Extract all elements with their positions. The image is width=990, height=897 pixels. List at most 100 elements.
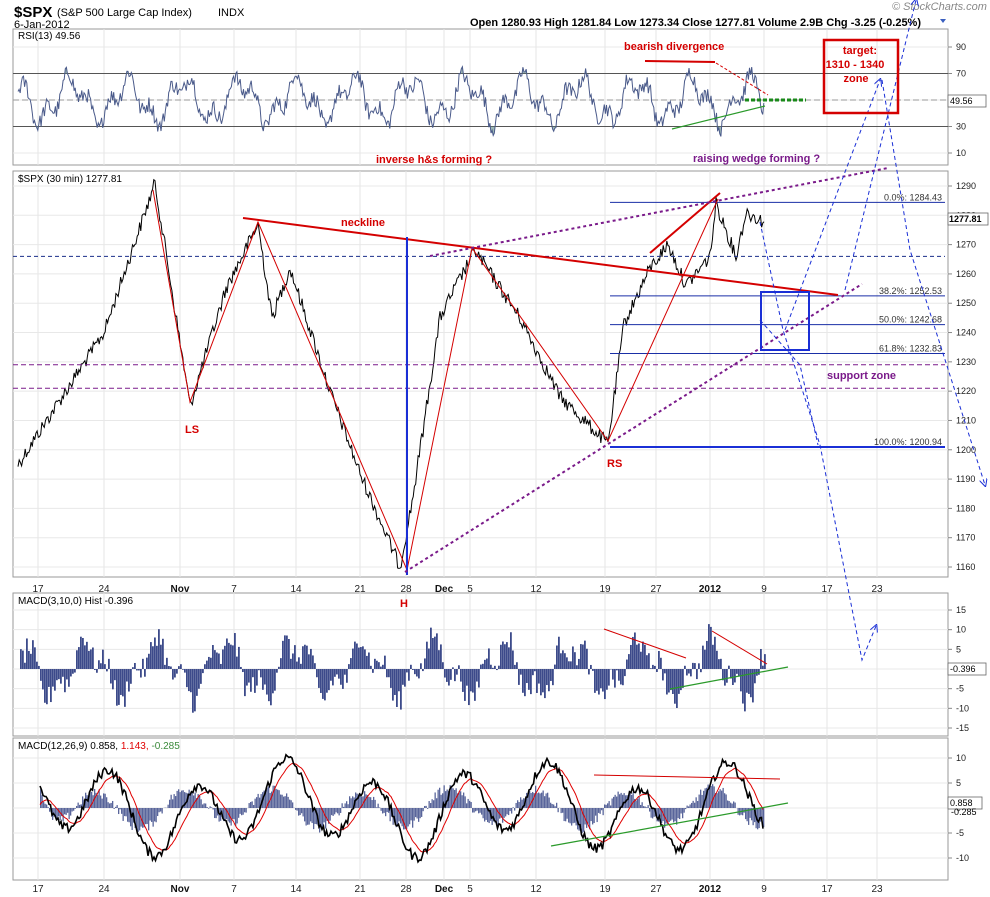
- hist-bar: [468, 669, 470, 706]
- hist-bar: [254, 669, 256, 693]
- hist-bar: [376, 660, 378, 669]
- x-tick-label: 24: [98, 584, 110, 595]
- macd-hist-bar: [638, 796, 640, 808]
- hist-green-line: [669, 666, 789, 690]
- macd-hist-bar: [304, 808, 306, 822]
- macd-hist-bar: [107, 802, 109, 808]
- target-box: [822, 38, 900, 115]
- hist-bar: [158, 629, 160, 669]
- inverse-hs-text: inverse h&s forming ?: [376, 154, 492, 166]
- macd-hist-bar: [539, 793, 541, 808]
- x-tick-label-bottom: 5: [467, 884, 473, 895]
- macd-hist-bar: [433, 800, 435, 808]
- macd-hist-bar: [182, 790, 184, 808]
- rsi-series: [17, 65, 765, 138]
- macd-hist-bar: [43, 801, 45, 808]
- x-tick-label: 27: [650, 584, 662, 595]
- hist-bar: [366, 655, 368, 669]
- macd-hist-bar: [64, 808, 66, 815]
- x-tick-label: 14: [290, 584, 302, 595]
- hist-bar: [374, 658, 376, 669]
- macd-y-tick-label: 5: [956, 778, 961, 788]
- macd-hist-label: MACD(3,10,0) Hist -0.396: [18, 596, 133, 607]
- macd-hist-bar: [268, 786, 270, 808]
- hist-bar: [322, 669, 324, 699]
- macd-hist-bar: [103, 793, 105, 808]
- macd-hist-bar: [202, 804, 204, 808]
- price-series: [17, 178, 765, 569]
- macd-hist-bar: [337, 808, 339, 814]
- macd-hist-bar: [388, 808, 390, 813]
- macd-hist-bar: [209, 806, 211, 808]
- fib-label: 61.8%: 1232.83: [879, 344, 942, 354]
- hist-bar: [648, 653, 650, 669]
- hist-bar: [294, 645, 296, 669]
- hist-bar: [742, 669, 744, 704]
- hist-bar: [626, 659, 628, 669]
- macd-hist-bar: [383, 808, 385, 813]
- macd-last-tag: 0.858 -0.285: [947, 796, 983, 817]
- price-y-tick-label: 1260: [956, 269, 976, 279]
- macd-hist-bar: [697, 801, 699, 808]
- macd-hist-bar: [361, 796, 363, 808]
- macd-hist-bar: [370, 797, 372, 808]
- macd-hist-bar: [136, 808, 138, 830]
- hist-bar: [380, 666, 382, 669]
- macd-hist-bar: [488, 808, 490, 824]
- hist-bar: [280, 658, 282, 669]
- hist-bar: [690, 669, 692, 677]
- macd-hist-bar: [631, 794, 633, 808]
- macd-hist-bar: [239, 808, 241, 814]
- x-tick-label-bottom: Nov: [171, 884, 190, 895]
- macd-hist-bar: [419, 808, 421, 819]
- macd-hist-bar: [154, 808, 156, 822]
- projection-right-path: [881, 79, 985, 485]
- macd-hist-bar: [635, 800, 637, 808]
- macd-hist-bar: [59, 808, 61, 821]
- raising-wedge-text: raising wedge forming ?: [693, 153, 820, 165]
- support-zone-text: support zone: [827, 370, 896, 382]
- macd-hist-bar: [674, 808, 676, 822]
- macd-label: MACD(12,26,9) 0.858, 1.143, -0.285: [18, 741, 180, 752]
- hist-bar: [508, 647, 510, 669]
- macd-hist-bar: [335, 808, 337, 813]
- macd-hist-bar: [137, 808, 139, 832]
- hist-bar: [106, 669, 108, 672]
- macd-signal-line: [39, 762, 764, 853]
- hist-bar: [122, 669, 124, 697]
- hist-bar: [522, 669, 524, 693]
- hist-bar: [486, 658, 488, 669]
- hist-bar: [670, 669, 672, 691]
- macd-hist-bar: [349, 796, 351, 808]
- hist-bar: [542, 669, 544, 693]
- hist-bar: [206, 660, 208, 669]
- hist-bar: [30, 653, 32, 669]
- macd-hist-bar: [362, 796, 364, 808]
- macd-y-tick-label: 10: [956, 753, 966, 763]
- hist-bar: [630, 644, 632, 669]
- hist-bar: [72, 669, 74, 674]
- macd-hist-bar: [527, 795, 529, 808]
- rsi-last-tag: 49.56: [947, 94, 987, 108]
- macd-hist-bar: [593, 808, 595, 824]
- dropdown-chevron-icon[interactable]: [940, 19, 946, 23]
- macd-divergence-line: [593, 774, 781, 780]
- hist-bar: [442, 662, 444, 669]
- macd-hist-bar: [139, 808, 141, 831]
- hist-bar: [34, 647, 36, 669]
- hist-bar: [598, 669, 600, 695]
- hist-bar: [102, 649, 104, 669]
- macd-hist-bar: [511, 808, 513, 814]
- macd-hist-bar: [442, 793, 444, 808]
- macd-hist-bar: [127, 808, 129, 822]
- macd-hist-bar: [616, 796, 618, 808]
- macd-hist-bar: [404, 808, 406, 830]
- macd-hist-bar: [596, 808, 598, 823]
- macd-hist-bar: [526, 792, 528, 808]
- hist-bar: [434, 636, 436, 669]
- hist-bar: [370, 665, 372, 669]
- hist-bar: [738, 669, 740, 676]
- hist-bar: [386, 669, 388, 678]
- x-tick-label-bottom: 24: [98, 884, 110, 895]
